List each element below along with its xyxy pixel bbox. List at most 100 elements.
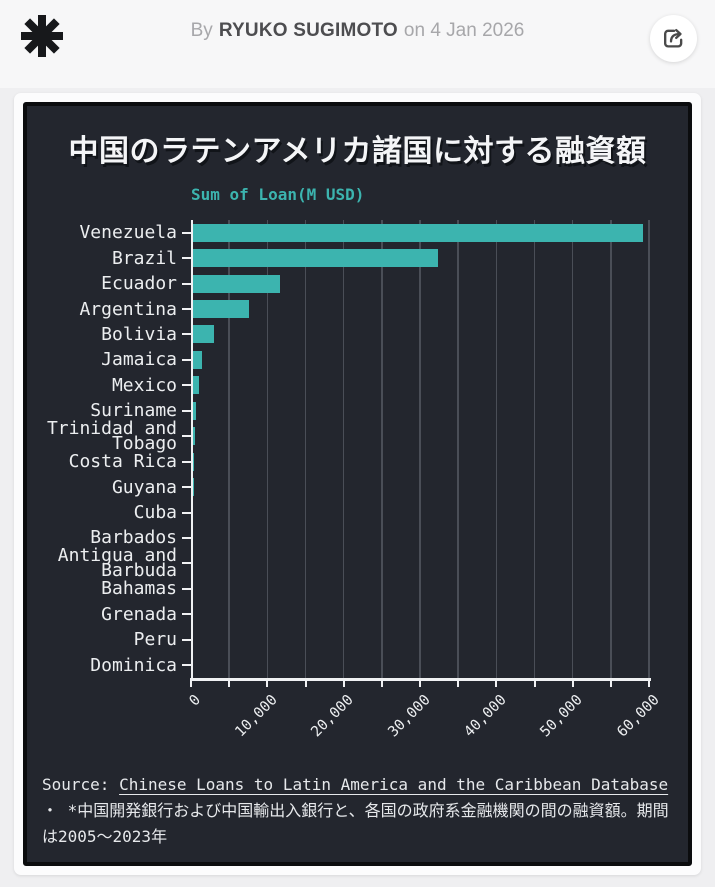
category-label: Brazil	[111, 247, 177, 269]
y-tick	[182, 308, 191, 311]
y-tick	[182, 384, 191, 387]
chart-row: Guyana	[27, 474, 688, 499]
y-tick	[182, 231, 191, 234]
x-tick	[190, 677, 192, 687]
y-tick	[182, 536, 191, 539]
category-label: Barbados	[90, 527, 177, 549]
bar	[191, 401, 196, 420]
chart-panel: 中国のラテンアメリカ諸国に対する融資額 Sum of Loan(M USD) V…	[23, 102, 692, 866]
x-tick-label: 60,000	[613, 691, 663, 741]
y-tick	[182, 587, 191, 590]
author-name: RYUKO SUGIMOTO	[218, 20, 398, 41]
y-tick	[182, 435, 191, 438]
x-tick-label: 40,000	[461, 691, 510, 741]
logo-button[interactable]	[16, 10, 68, 62]
gridline	[419, 220, 421, 678]
chart-rows: Venezuela Brazil Ecuador Argentina Bolivia Ja…	[27, 220, 688, 678]
bar	[191, 325, 215, 344]
y-tick	[182, 333, 191, 336]
chart-row: Cuba	[27, 500, 688, 525]
category-label: Mexico	[111, 374, 177, 396]
x-axis-line	[190, 678, 651, 681]
chart-row: Dominica	[27, 652, 688, 677]
x-tick	[266, 677, 269, 687]
chart-row: Mexico	[27, 373, 688, 398]
gridline	[457, 220, 459, 678]
gridline	[533, 220, 536, 678]
x-tick	[571, 677, 574, 687]
category-label: Cuba	[133, 502, 177, 524]
gridline	[342, 220, 345, 678]
x-tick-label: 0	[186, 691, 205, 710]
chart-row: Antigua and Barbuda	[27, 545, 688, 582]
chart-row: Suriname	[27, 398, 688, 423]
category-label: Trinidad and Tobago	[46, 418, 177, 455]
chart-row: Venezuela	[27, 220, 688, 245]
y-tick	[182, 613, 191, 616]
asterisk-icon	[21, 15, 63, 57]
chart-row: Trinidad and Tobago	[27, 418, 688, 455]
x-tick	[609, 677, 612, 687]
byline: By RYUKO SUGIMOTO on 4 Jan 2026	[191, 20, 525, 42]
x-tick	[380, 677, 383, 687]
x-tick	[457, 677, 460, 687]
gridline	[610, 220, 612, 678]
category-label: Bolivia	[101, 323, 177, 345]
y-tick	[182, 486, 191, 489]
x-tick	[648, 677, 650, 687]
x-tick	[228, 677, 231, 687]
chart-card: 中国のラテンアメリカ諸国に対する融資額 Sum of Loan(M USD) V…	[14, 93, 701, 875]
category-label: Guyana	[111, 476, 177, 498]
bar	[191, 376, 199, 395]
y-tick	[182, 282, 191, 285]
post-header: By RYUKO SUGIMOTO on 4 Jan 2026	[0, 0, 715, 88]
x-tick-label: 20,000	[308, 691, 357, 741]
category-label: Jamaica	[101, 349, 177, 371]
y-tick	[182, 638, 191, 641]
chart-row: Argentina	[27, 296, 688, 321]
bar-chart: Venezuela Brazil Ecuador Argentina Bolivia Ja…	[27, 220, 688, 772]
chart-row: Bahamas	[27, 576, 688, 601]
source-text: *中国開発銀行および中国輸出入銀行と、各国の政府系金融機関の間の融資額。期間は2…	[42, 800, 669, 846]
chart-row: Peru	[27, 627, 688, 652]
gridline	[228, 220, 230, 678]
x-tick	[342, 677, 345, 687]
y-tick	[182, 409, 191, 412]
x-tick	[419, 677, 421, 687]
category-label: Costa Rica	[68, 451, 177, 473]
x-tick	[304, 677, 307, 687]
category-label: Grenada	[101, 603, 177, 625]
source-note: Source: Chinese Loans to Latin America a…	[42, 772, 673, 850]
bar	[191, 300, 249, 319]
y-tick	[182, 257, 191, 260]
category-label: Antigua and Barbuda	[57, 545, 177, 582]
y-axis-line	[191, 220, 193, 680]
chart-plot-grid	[190, 220, 689, 681]
source-link[interactable]: Chinese Loans to Latin America and the C…	[119, 774, 669, 794]
category-label: Dominica	[90, 654, 177, 676]
chart-row: Jamaica	[27, 347, 688, 372]
y-tick	[182, 664, 191, 667]
x-tick-label: 30,000	[384, 691, 434, 741]
chart-title: 中国のラテンアメリカ諸国に対する融資額	[68, 135, 647, 168]
category-label: Venezuela	[79, 222, 177, 244]
category-label: Peru	[133, 629, 177, 651]
gridline	[266, 220, 269, 678]
y-tick	[182, 460, 191, 463]
chart-row: Ecuador	[27, 271, 688, 296]
bar	[191, 350, 203, 369]
bar	[191, 223, 643, 242]
bar	[191, 274, 281, 293]
category-label: Bahamas	[101, 578, 177, 600]
gridline	[648, 220, 650, 678]
byline-prefix: By	[190, 20, 213, 41]
post-date: on 4 Jan 2026	[403, 20, 525, 41]
chart-row: Brazil	[27, 245, 688, 270]
x-tick-label: 10,000	[232, 691, 281, 741]
share-button[interactable]	[650, 15, 697, 62]
source-separator: ・	[42, 800, 68, 820]
x-tick	[533, 677, 536, 687]
chart-row: Grenada	[27, 602, 688, 627]
chart-row: Bolivia	[27, 322, 688, 347]
chart-legend: Sum of Loan(M USD)	[191, 185, 365, 204]
